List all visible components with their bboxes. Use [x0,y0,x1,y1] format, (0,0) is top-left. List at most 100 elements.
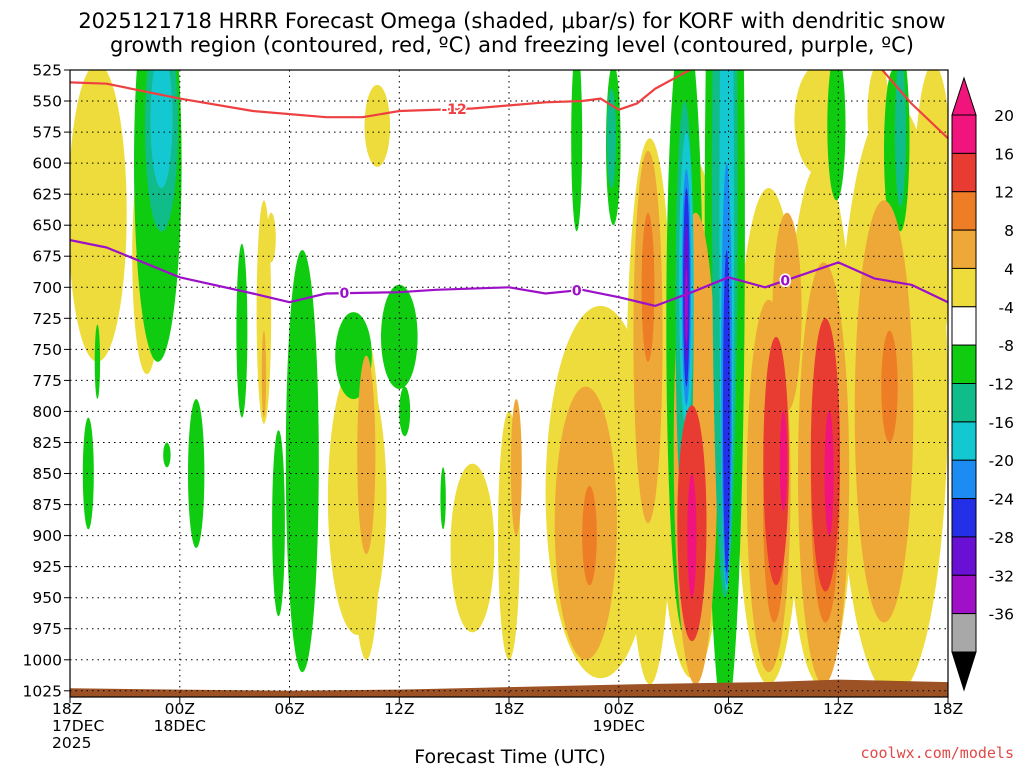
xtick-label-24-0: 18Z [494,700,524,718]
colorbar-bin-4 [951,267,977,308]
colorbar-label-6: -8 [999,337,1014,355]
xtick-label-6-1: 18DEC [154,717,206,735]
colorbar-label-13: -36 [989,606,1014,624]
omega-shaded-field [70,70,948,697]
xtick-label-48-0: 18Z [933,700,963,718]
chart-title-line-1: 2025121718 HRRR Forecast Omega (shaded, … [78,9,945,33]
colorbar-bin-11 [951,536,977,576]
colorbar-bin-8 [951,421,977,461]
omega-region-38 [94,324,101,399]
omega-region-29 [571,70,583,232]
colorbar-label-10: -24 [989,491,1014,509]
contour-labels: -12 0 0 0 [338,101,792,304]
omega-region-56 [582,485,597,586]
xtick-label-42-0: 12Z [823,700,853,718]
omega-region-22 [272,430,285,617]
dendritic-isotherm-line [70,70,948,140]
colorbar-bin-3 [951,229,977,270]
ytick-label-725: 725 [32,310,62,328]
credit-text: coolwx.com/models [860,744,1014,762]
y-axis-ticks: 525 550 575 600 625 650 675 700 725 750 775 800 825 8… [23,62,70,700]
x-axis-title: Forecast Time (UTC) [414,746,605,768]
ytick-label-750: 750 [32,341,62,359]
colorbar-bin-2 [951,191,977,231]
colorbar: 20 16 12 8 4 -4 -8 -12 -16 -20 -24 -28 -32 -36 [951,76,1014,692]
omega-region-17 [867,70,890,164]
xtick-label-36-0: 06Z [713,700,743,718]
omega-region-20 [285,250,319,673]
colorbar-top-arrow [951,76,977,116]
omega-region-28 [399,386,411,437]
ytick-label-925: 925 [32,558,62,576]
freezing-level-label-1: 0 [572,283,582,299]
colorbar-bin-5 [951,306,977,346]
ytick-label-825: 825 [32,434,62,452]
omega-region-33 [827,70,846,201]
colorbar-label-7: -12 [989,376,1014,394]
ytick-label-525: 525 [32,62,62,80]
colorbar-label-9: -20 [989,452,1014,470]
colorbar-bin-1 [951,152,977,193]
ytick-label-600: 600 [32,155,62,173]
ytick-label-900: 900 [32,527,62,545]
omega-region-73 [779,411,788,511]
xtick-label-0-1: 17DEC [52,717,104,735]
omega-region-39 [261,330,267,418]
omega-region-26 [440,467,446,530]
temperature-contours [70,70,948,307]
xtick-label-0-2: 2025 [52,734,91,752]
ytick-label-875: 875 [32,496,62,514]
omega-region-2 [364,84,391,167]
ytick-label-1000: 1000 [23,651,62,669]
omega-region-40 [357,355,376,555]
chart-title-line-2: growth region (contoured, red, ºC) and f… [110,33,914,57]
colorbar-label-12: -32 [989,567,1014,585]
freezing-level-line [70,239,948,307]
colorbar-label-5: -4 [999,299,1014,317]
omega-region-70 [723,250,731,573]
dendritic-isotherm-label: -12 [441,102,466,118]
xtick-label-18-0: 12Z [384,700,414,718]
ytick-label-650: 650 [32,217,62,235]
ytick-label-950: 950 [32,589,62,607]
colorbar-bin-9 [951,459,977,500]
colorbar-label-4: 4 [1004,260,1014,278]
omega-region-55 [881,330,898,443]
omega-region-76 [684,268,688,344]
colorbar-label-11: -28 [989,529,1014,547]
omega-region-27 [381,284,418,389]
xtick-label-0-0: 18Z [52,700,82,718]
colorbar-label-1: 16 [994,145,1014,163]
omega-region-23 [82,417,94,530]
colorbar-label-2: 12 [994,184,1014,202]
omega-region-52 [894,70,906,207]
ytick-label-675: 675 [32,248,62,266]
omega-region-59 [150,70,173,188]
colorbar-bin-7 [951,383,977,423]
colorbar-bin-12 [951,574,977,615]
ytick-label-975: 975 [32,620,62,638]
ytick-label-575: 575 [32,124,62,142]
freezing-level-label-0: 0 [340,286,350,302]
omega-region-25 [163,442,171,468]
colorbar-bin-0 [951,114,977,154]
colorbar-bin-6 [951,344,977,385]
colorbar-bottom-arrow [951,651,977,692]
xtick-label-30-1: 19DEC [593,717,645,735]
ytick-label-625: 625 [32,186,62,204]
ytick-label-800: 800 [32,403,62,421]
xtick-label-6-0: 00Z [165,700,195,718]
xtick-label-12-0: 06Z [274,700,304,718]
colorbar-label-3: 8 [1004,222,1014,240]
freezing-level-label-2: 0 [780,273,790,289]
colorbar-label-8: -16 [989,414,1014,432]
ytick-label-850: 850 [32,465,62,483]
xtick-label-30-0: 00Z [604,700,634,718]
ytick-label-1025: 1025 [23,682,62,700]
omega-region-0 [70,70,127,362]
ytick-label-775: 775 [32,372,62,390]
omega-region-19 [236,243,248,418]
ytick-label-700: 700 [32,279,62,297]
